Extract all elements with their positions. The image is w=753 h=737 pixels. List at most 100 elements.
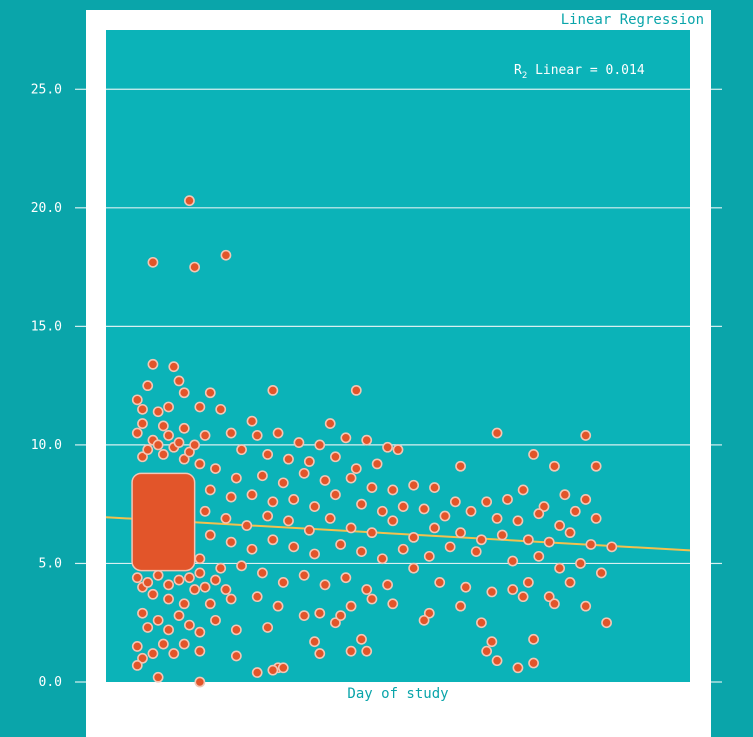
data-point [512, 515, 524, 527]
data-point [533, 550, 545, 562]
data-point [236, 560, 247, 572]
data-point [277, 477, 289, 489]
data-point [476, 617, 487, 629]
data-point [246, 415, 258, 427]
data-point [361, 434, 373, 446]
data-point [408, 562, 420, 574]
data-points [131, 195, 618, 688]
chart-title: Linear Regression [561, 12, 704, 28]
data-point [283, 453, 294, 465]
data-point [376, 505, 388, 517]
data-point [423, 550, 435, 562]
data-point [168, 361, 180, 373]
data-point [601, 617, 612, 629]
data-point [236, 444, 247, 456]
data-point [397, 543, 409, 555]
data-point [522, 577, 534, 588]
data-point [147, 358, 159, 370]
data-point [444, 541, 456, 553]
data-point [507, 555, 519, 567]
data-point [309, 501, 320, 512]
data-point [330, 617, 341, 629]
data-point [580, 430, 592, 441]
x-tick-label: 100 [647, 722, 670, 737]
data-point [507, 584, 519, 595]
data-point [554, 520, 566, 531]
data-point [496, 529, 508, 541]
data-point [418, 614, 430, 626]
data-point [319, 475, 331, 486]
data-point [178, 638, 190, 650]
data-point [178, 453, 190, 465]
data-point [356, 546, 367, 557]
data-point [549, 598, 560, 610]
data-point [522, 534, 534, 546]
data-point [163, 430, 174, 441]
data-point [283, 515, 294, 527]
data-point [189, 261, 201, 273]
data-point [324, 513, 336, 524]
data-point [189, 439, 201, 451]
data-point [330, 489, 341, 501]
data-point [418, 503, 430, 515]
data-point [163, 593, 174, 605]
data-point [199, 430, 211, 441]
data-point [184, 572, 195, 584]
data-point [324, 418, 336, 429]
data-point [163, 579, 174, 591]
data-point [194, 676, 206, 688]
data-point [199, 505, 211, 517]
data-point [178, 598, 190, 610]
data-point [230, 624, 242, 636]
data-point [173, 375, 185, 387]
y-tick-label: 15.0 [31, 319, 62, 334]
data-point [262, 510, 274, 522]
data-point [225, 536, 237, 548]
data-point [314, 607, 326, 619]
data-point [434, 577, 446, 588]
data-point [356, 498, 367, 510]
data-point [152, 671, 164, 683]
data-point [152, 569, 164, 581]
data-point [585, 539, 597, 550]
data-point [335, 539, 347, 550]
data-point [575, 558, 586, 569]
data-point [345, 645, 357, 657]
y-gridlines [75, 88, 722, 683]
data-point [528, 633, 539, 645]
r-squared-value: Linear = 0.014 [527, 63, 645, 78]
data-point [137, 403, 148, 415]
data-point [147, 588, 159, 600]
data-point [288, 494, 300, 505]
data-point [423, 607, 435, 619]
data-point [554, 562, 566, 574]
data-point [142, 380, 154, 392]
data-point [131, 427, 143, 439]
data-point [335, 610, 347, 622]
data-point [210, 463, 221, 475]
data-point [481, 645, 493, 657]
data-point [429, 522, 440, 534]
x-tick-label: 80 [547, 722, 563, 737]
dense-point-cluster [131, 472, 196, 572]
data-point [408, 531, 420, 543]
data-point [455, 527, 466, 539]
x-tick-labels: 0 20 40 60 80 100 [133, 722, 670, 737]
data-point [204, 387, 216, 399]
data-point [350, 384, 362, 396]
data-point [246, 489, 258, 501]
data-point [210, 574, 221, 586]
data-point [267, 664, 279, 676]
data-point [486, 636, 498, 648]
data-point [241, 520, 253, 531]
data-point [277, 577, 289, 588]
data-point [559, 489, 571, 501]
data-point [361, 645, 373, 657]
r-squared-annotation: R2 Linear = 0.014 [514, 63, 645, 81]
data-point [455, 460, 466, 472]
data-point [350, 463, 362, 475]
y-axis-label: All sleep today [88, 275, 104, 401]
data-point [564, 527, 576, 539]
data-point [366, 593, 378, 605]
data-point [267, 496, 279, 508]
